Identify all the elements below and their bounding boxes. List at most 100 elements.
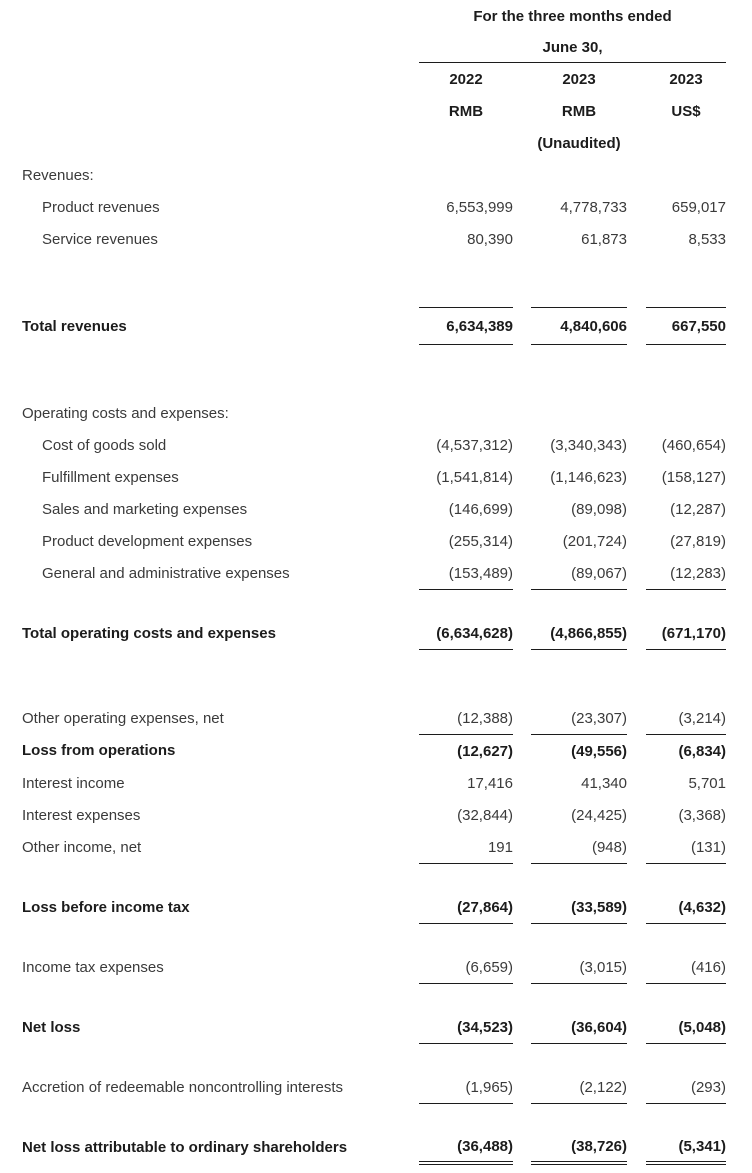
table-body: Revenues: Product revenues 6,553,999 4,778,… bbox=[22, 159, 726, 1165]
column-gap bbox=[627, 1131, 646, 1163]
column-gap bbox=[627, 493, 646, 525]
row-label: Interest income bbox=[22, 774, 125, 792]
row-label: Income tax expenses bbox=[22, 958, 164, 976]
row-value: 4,778,733 bbox=[560, 198, 627, 216]
row-value: (38,726) bbox=[531, 1131, 627, 1165]
spacer-row bbox=[22, 924, 726, 952]
spacer-cell bbox=[22, 650, 726, 703]
row-value bbox=[419, 159, 513, 191]
column-year-2023-usd: 2023 bbox=[669, 70, 703, 88]
row-value: (36,604) bbox=[531, 1011, 627, 1044]
column-gap bbox=[627, 799, 646, 831]
table-row: Net loss (34,523) (36,604) (5,048) bbox=[22, 1011, 726, 1044]
spacer-cell bbox=[22, 984, 726, 1012]
row-label: Fulfillment expenses bbox=[42, 468, 179, 486]
row-value: (293) bbox=[646, 1071, 726, 1104]
row-value: (12,287) bbox=[670, 500, 726, 518]
row-value: (49,556) bbox=[571, 742, 627, 760]
row-value: (201,724) bbox=[562, 532, 627, 550]
column-gap bbox=[627, 127, 646, 159]
row-value: (27,819) bbox=[670, 532, 726, 550]
row-value: (460,654) bbox=[661, 436, 726, 454]
row-value bbox=[531, 159, 627, 191]
row-value: (36,488) bbox=[419, 1131, 513, 1165]
column-gap bbox=[627, 702, 646, 735]
row-label: Total revenues bbox=[22, 317, 127, 335]
row-value bbox=[646, 397, 726, 429]
row-label: Service revenues bbox=[42, 230, 158, 248]
column-gap bbox=[513, 799, 531, 831]
spacer-cell bbox=[22, 864, 726, 892]
row-value: (158,127) bbox=[661, 468, 726, 486]
column-gap bbox=[627, 95, 646, 127]
row-value: (3,340,343) bbox=[550, 436, 627, 454]
row-value: (1,541,814) bbox=[436, 468, 513, 486]
column-gap bbox=[627, 308, 646, 345]
table-row: Cost of goods sold (4,537,312) (3,340,343)… bbox=[22, 429, 726, 461]
row-label: Operating costs and expenses: bbox=[22, 404, 229, 422]
column-gap bbox=[513, 95, 531, 127]
spacer-cell bbox=[22, 1044, 726, 1072]
row-label: Other income, net bbox=[22, 838, 142, 856]
row-label: Revenues: bbox=[22, 166, 94, 184]
column-gap bbox=[513, 429, 531, 461]
spacer-cell bbox=[22, 1104, 726, 1132]
row-value: (1,146,623) bbox=[550, 468, 627, 486]
period-heading-line1: For the three months ended bbox=[473, 7, 672, 25]
header-spacer-cell bbox=[22, 32, 419, 63]
row-value: 41,340 bbox=[581, 774, 627, 792]
header-spacer-cell bbox=[419, 127, 513, 159]
unaudited-note-row: (Unaudited) bbox=[22, 127, 726, 159]
column-gap bbox=[513, 617, 531, 650]
row-value: (6,834) bbox=[678, 742, 726, 760]
table-row: Net loss attributable to ordinary shareh… bbox=[22, 1131, 726, 1165]
row-label: Loss before income tax bbox=[22, 898, 190, 916]
column-gap bbox=[513, 735, 531, 768]
row-value: (3,214) bbox=[646, 702, 726, 735]
row-value bbox=[646, 159, 726, 191]
table-row: Fulfillment expenses (1,541,814) (1,146,62… bbox=[22, 461, 726, 493]
table-row: Revenues: bbox=[22, 159, 726, 191]
table-row: General and administrative expenses (153,… bbox=[22, 557, 726, 590]
row-value: (34,523) bbox=[419, 1011, 513, 1044]
column-gap bbox=[513, 831, 531, 864]
row-label: Interest expenses bbox=[22, 806, 141, 824]
row-value bbox=[531, 397, 627, 429]
spacer-cell bbox=[22, 255, 726, 308]
table-row: Operating costs and expenses: bbox=[22, 397, 726, 429]
row-value: 659,017 bbox=[671, 198, 726, 216]
table-row: Interest expenses (32,844) (24,425) (3,368) bbox=[22, 799, 726, 831]
column-year-2023-rmb: 2023 bbox=[562, 70, 596, 88]
column-gap bbox=[627, 557, 646, 590]
row-value: 80,390 bbox=[467, 230, 513, 248]
column-gap bbox=[513, 159, 531, 191]
column-gap bbox=[513, 767, 531, 799]
row-value: (89,098) bbox=[571, 500, 627, 518]
table-row: Other operating expenses, net (12,388) (23… bbox=[22, 702, 726, 735]
row-value: (3,368) bbox=[678, 806, 726, 824]
spacer-row bbox=[22, 650, 726, 703]
row-value: 61,873 bbox=[581, 230, 627, 248]
header-spacer-cell bbox=[22, 127, 419, 159]
row-value: (24,425) bbox=[571, 806, 627, 824]
year-header-row: 2022 2023 2023 bbox=[22, 63, 726, 96]
row-value: 17,416 bbox=[467, 774, 513, 792]
period-heading-line2: June 30, bbox=[419, 32, 726, 63]
row-value: (948) bbox=[531, 831, 627, 864]
spacer-row bbox=[22, 864, 726, 892]
row-value: (6,634,628) bbox=[419, 617, 513, 650]
row-value: (89,067) bbox=[531, 557, 627, 590]
column-gap bbox=[513, 461, 531, 493]
row-value: (2,122) bbox=[531, 1071, 627, 1104]
table-row: Service revenues 80,390 61,873 8,533 bbox=[22, 223, 726, 255]
spacer-row bbox=[22, 984, 726, 1012]
spacer-row bbox=[22, 590, 726, 618]
table-row: Other income, net 191 (948) (131) bbox=[22, 831, 726, 864]
row-value: (4,866,855) bbox=[531, 617, 627, 650]
row-value: 5,701 bbox=[688, 774, 726, 792]
row-label: Net loss bbox=[22, 1018, 81, 1036]
column-gap bbox=[513, 525, 531, 557]
table-row: Loss from operations (12,627) (49,556) (6,8… bbox=[22, 735, 726, 768]
row-value: (6,659) bbox=[419, 951, 513, 984]
